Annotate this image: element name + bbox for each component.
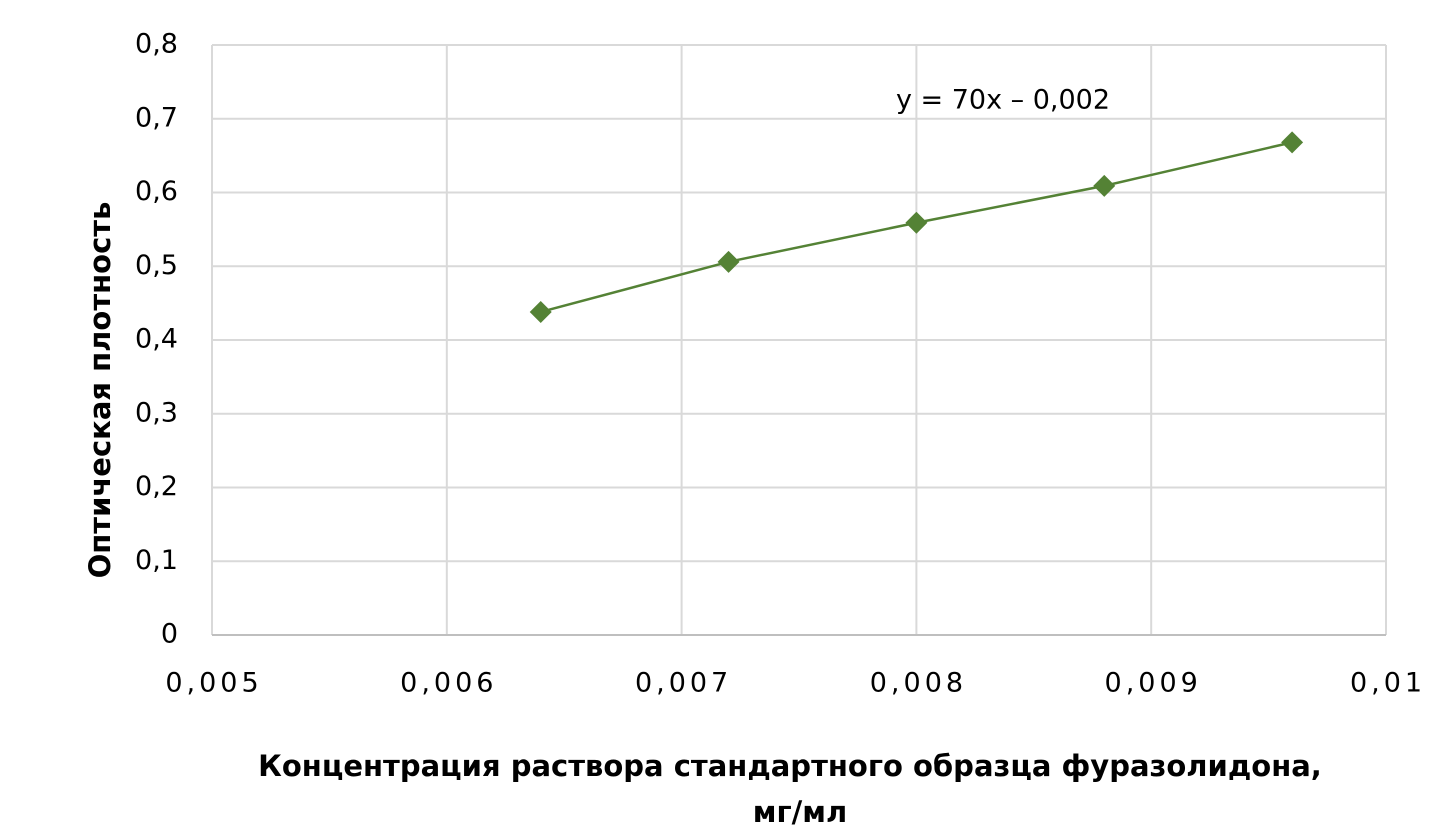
x-tick-label: 0,01: [1350, 668, 1426, 699]
y-tick-label: 0,1: [135, 545, 178, 576]
marker: [1281, 131, 1304, 154]
y-axis-title: Оптическая плотность: [83, 202, 117, 579]
y-tick-label: 0: [161, 619, 178, 650]
marker: [529, 300, 552, 323]
x-tick-label: 0,005: [165, 668, 262, 699]
y-tick-label: 0,8: [135, 29, 178, 60]
trend-equation: y = 70x – 0,002: [896, 85, 1110, 116]
x-axis-title: мг/мл: [753, 795, 847, 829]
y-tick-label: 0,5: [135, 250, 178, 281]
y-tick-label: 0,2: [135, 471, 178, 502]
marker: [905, 211, 928, 234]
y-tick-label: 0,7: [135, 102, 178, 133]
y-tick-label: 0,3: [135, 397, 178, 428]
x-axis-title: Концентрация раствора стандартного образ…: [258, 749, 1322, 783]
marker: [1093, 174, 1116, 197]
x-tick-label: 0,009: [1105, 668, 1202, 699]
y-tick-label: 0,4: [135, 324, 178, 355]
x-tick-label: 0,006: [400, 668, 497, 699]
marker: [717, 250, 740, 273]
y-tick-label: 0,6: [135, 176, 178, 207]
x-tick-label: 0,008: [870, 668, 967, 699]
x-tick-label: 0,007: [635, 668, 732, 699]
